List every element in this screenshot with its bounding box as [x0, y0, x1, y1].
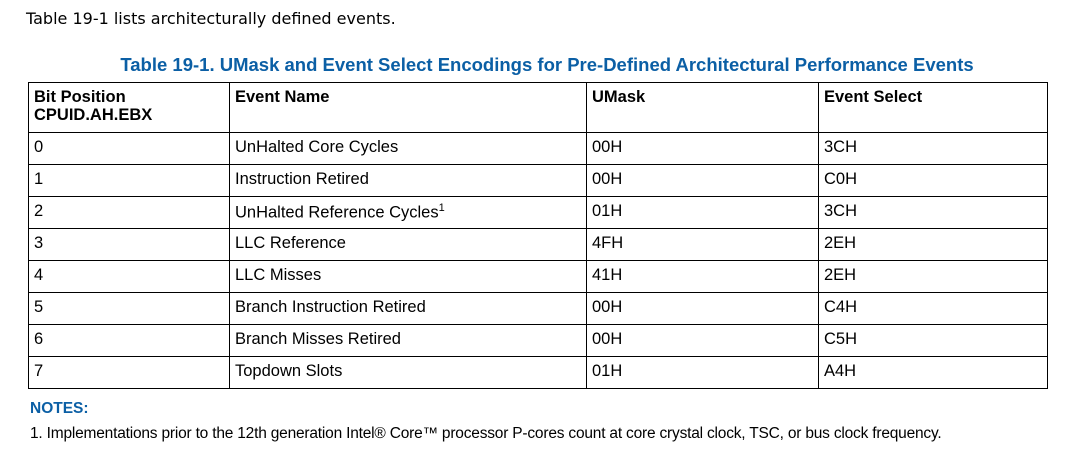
cell-event-select: C5H: [818, 324, 1048, 357]
cell-event-name: LLC Reference: [229, 228, 587, 261]
cell-bit-text: 3: [34, 234, 44, 252]
cell-event-select: C4H: [818, 292, 1048, 325]
cell-umask: 4FH: [586, 228, 819, 261]
header-event-select: Event Select: [818, 82, 1048, 133]
cell-event-name-text: LLC Reference: [235, 234, 346, 252]
cell-bit: 1: [28, 164, 230, 197]
cell-event-select: 2EH: [818, 228, 1048, 261]
cell-umask-text: 00H: [592, 330, 623, 348]
cell-bit: 2: [28, 196, 230, 229]
header-umask: UMask: [586, 82, 819, 133]
cell-bit-text: 5: [34, 298, 44, 316]
cell-event-select-text: 2EH: [824, 234, 857, 252]
cell-umask-text: 00H: [592, 298, 623, 316]
cell-umask: 00H: [586, 132, 819, 165]
table-row: 6 Branch Misses Retired 00H C5H: [28, 324, 1048, 357]
cell-umask-text: 4FH: [592, 234, 624, 252]
table-row: 3 LLC Reference 4FH 2EH: [28, 228, 1048, 261]
cell-bit: 5: [28, 292, 230, 325]
cell-event-name: LLC Misses: [229, 260, 587, 293]
cell-event-select-text: C0H: [824, 170, 858, 188]
header-bit-position: Bit Position CPUID.AH.EBX: [28, 82, 230, 133]
cell-bit-text: 6: [34, 330, 44, 348]
cell-bit: 4: [28, 260, 230, 293]
cell-event-name: UnHalted Core Cycles: [229, 132, 587, 165]
cell-event-name: Topdown Slots: [229, 356, 587, 389]
table-row: 4 LLC Misses 41H 2EH: [28, 260, 1048, 293]
cell-bit: 7: [28, 356, 230, 389]
table-row: 2 UnHalted Reference Cycles1 01H 3CH: [28, 196, 1048, 229]
cell-event-name: Branch Misses Retired: [229, 324, 587, 357]
cell-event-select-text: 2EH: [824, 266, 857, 284]
cell-event-name-text: Branch Instruction Retired: [235, 298, 426, 316]
cell-bit-text: 1: [34, 170, 44, 188]
table-row: 0 UnHalted Core Cycles 00H 3CH: [28, 132, 1048, 165]
notes-heading: NOTES:: [30, 400, 89, 417]
cell-event-name-text: UnHalted Core Cycles: [235, 138, 399, 156]
cell-event-select: C0H: [818, 164, 1048, 197]
cell-bit: 6: [28, 324, 230, 357]
cell-event-name: Branch Instruction Retired: [229, 292, 587, 325]
cell-umask-text: 01H: [592, 202, 623, 220]
cell-event-name-text: Branch Misses Retired: [235, 330, 401, 348]
table-row: 5 Branch Instruction Retired 00H C4H: [28, 292, 1048, 325]
table-row: 1 Instruction Retired 00H C0H: [28, 164, 1048, 197]
footnote-ref: 1: [438, 202, 445, 214]
cell-umask: 01H: [586, 356, 819, 389]
intro-text: Table 19-1 lists architecturally defined…: [26, 9, 396, 28]
cell-event-name-text: Topdown Slots: [235, 362, 343, 380]
cell-event-name-text: Instruction Retired: [235, 170, 369, 188]
cell-event-select: 3CH: [818, 196, 1048, 229]
cell-bit-text: 2: [34, 202, 44, 220]
header-line2: CPUID.AH.EBX: [34, 106, 153, 124]
cell-umask: 00H: [586, 164, 819, 197]
cell-bit-text: 7: [34, 362, 44, 380]
cell-event-select-text: A4H: [824, 362, 857, 380]
cell-umask-text: 00H: [592, 138, 623, 156]
cell-umask-text: 00H: [592, 170, 623, 188]
cell-event-name: UnHalted Reference Cycles1: [229, 196, 587, 229]
cell-bit-text: 0: [34, 138, 44, 156]
cell-umask: 41H: [586, 260, 819, 293]
header-event-name: Event Name: [229, 82, 587, 133]
cell-bit: 3: [28, 228, 230, 261]
note-1: 1. Implementations prior to the 12th gen…: [30, 425, 942, 442]
cell-event-select-text: C5H: [824, 330, 858, 348]
table-title: Table 19-1. UMask and Event Select Encod…: [120, 54, 974, 75]
header-line1: Bit Position: [34, 88, 126, 106]
cell-event-name-text: LLC Misses: [235, 266, 322, 284]
cell-event-select: A4H: [818, 356, 1048, 389]
cell-bit-text: 4: [34, 266, 44, 284]
table-row: 7 Topdown Slots 01H A4H: [28, 356, 1048, 389]
cell-event-select: 3CH: [818, 132, 1048, 165]
header-row: Bit Position CPUID.AH.EBX Event Name UMas…: [28, 82, 1048, 133]
cell-umask-text: 41H: [592, 266, 623, 284]
cell-umask-text: 01H: [592, 362, 623, 380]
cell-event-select-text: 3CH: [824, 138, 858, 156]
cell-event-select: 2EH: [818, 260, 1048, 293]
cell-umask: 00H: [586, 292, 819, 325]
cell-event-select-text: 3CH: [824, 202, 858, 220]
events-table: Bit Position CPUID.AH.EBX Event Name UMas…: [28, 82, 1048, 389]
cell-umask: 00H: [586, 324, 819, 357]
cell-event-name: Instruction Retired: [229, 164, 587, 197]
cell-bit: 0: [28, 132, 230, 165]
cell-umask: 01H: [586, 196, 819, 229]
cell-event-select-text: C4H: [824, 298, 858, 316]
cell-event-name-text: UnHalted Reference Cycles: [235, 203, 439, 222]
